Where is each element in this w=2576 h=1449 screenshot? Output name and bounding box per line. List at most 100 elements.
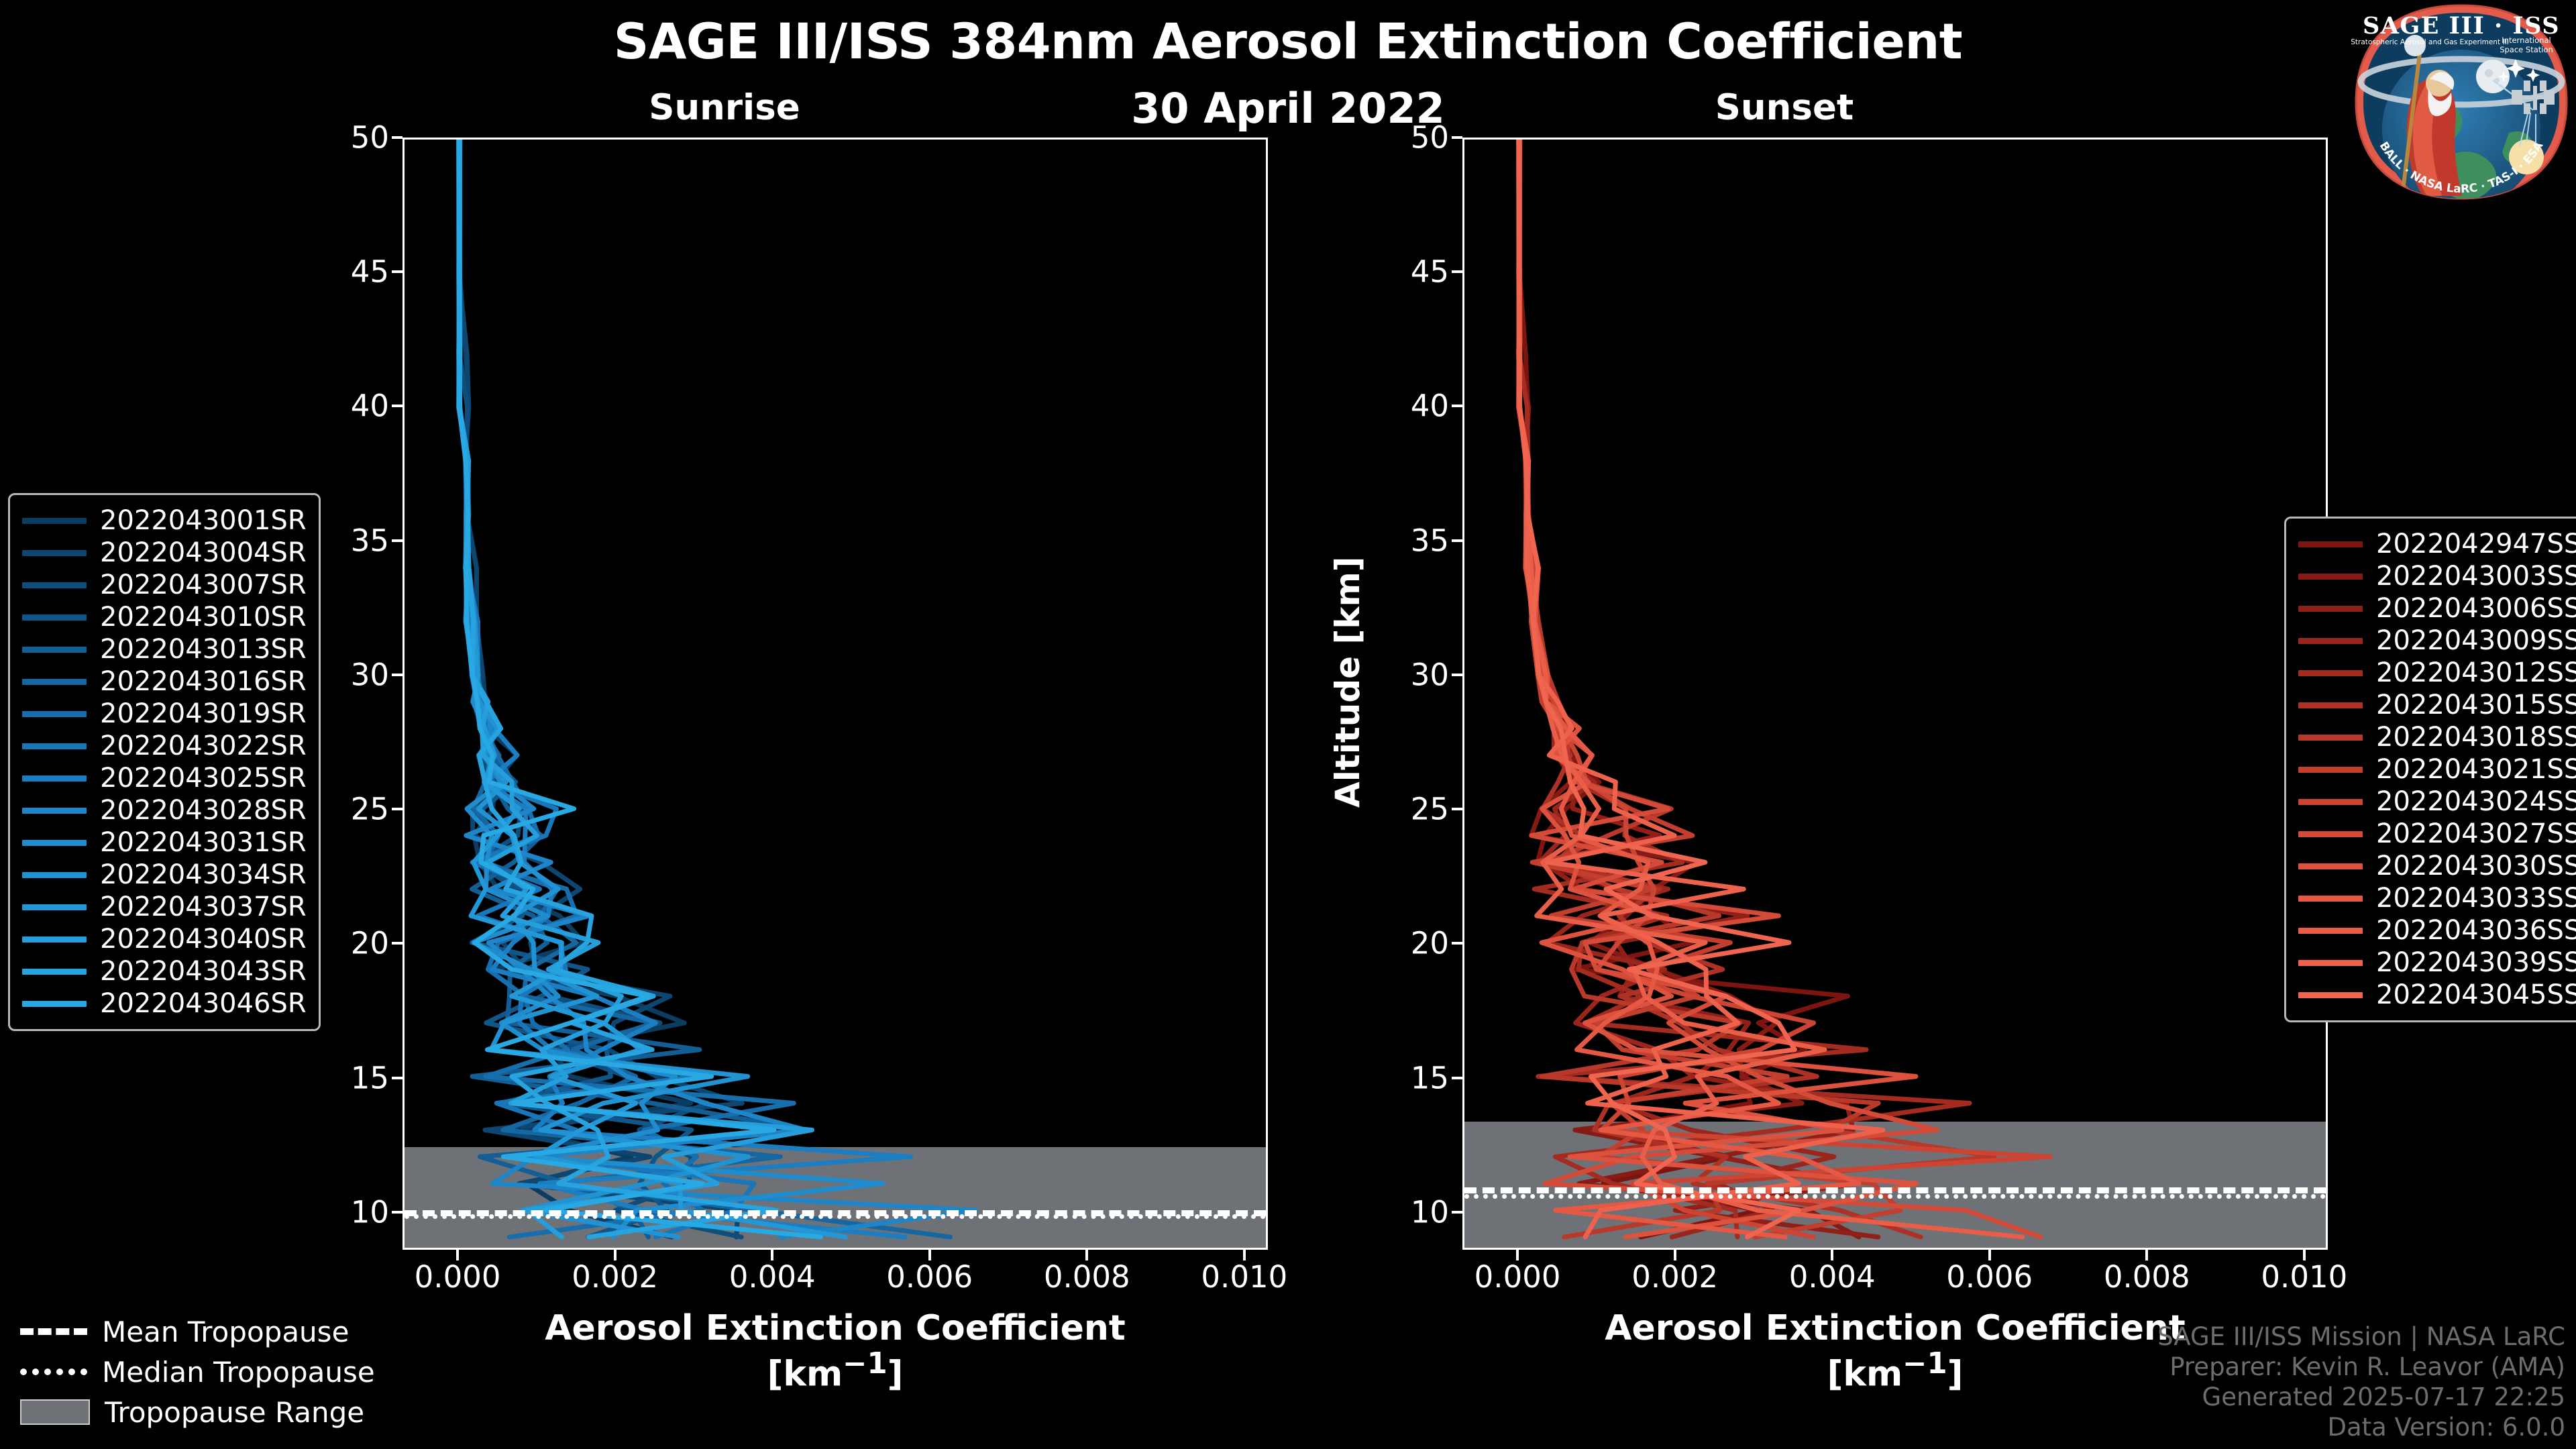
y-tick-mark	[392, 673, 402, 676]
credits-generated: Generated 2025-07-17 22:25	[2202, 1382, 2565, 1411]
legend-item-sunset-event[interactable]: 2022043021SS	[2298, 753, 2576, 786]
legend-item-sunset-event[interactable]: 2022043033SS	[2298, 882, 2576, 914]
y-tick-mark	[1452, 539, 1462, 542]
legend-item-sunrise-event[interactable]: 2022043007SR	[22, 569, 307, 601]
sunset-panel-title: Sunset	[1715, 87, 1854, 128]
x-tick-label: 0.008	[2103, 1259, 2190, 1295]
y-tick-mark	[392, 136, 402, 139]
mean-tropopause-line	[1464, 1187, 2326, 1194]
legend-item-sunrise-event[interactable]: 2022043025SR	[22, 762, 307, 794]
legend-item-sunset-event[interactable]: 2022043015SS	[2298, 689, 2576, 721]
legend-label: 2022043012SS	[2376, 657, 2576, 688]
date-title: 30 April 2022	[1131, 84, 1445, 133]
legend-item-sunset-event[interactable]: 2022043012SS	[2298, 657, 2576, 689]
legend-label: 2022043007SR	[100, 570, 307, 600]
legend-item-sunrise-event[interactable]: 2022043019SR	[22, 698, 307, 730]
x-axis-label-text: Aerosol Extinction Coefficient	[545, 1308, 1126, 1348]
legend-item-sunset-event[interactable]: 2022043036SS	[2298, 914, 2576, 947]
x-tick-mark	[1085, 1250, 1089, 1260]
y-tick-label: 50	[1410, 119, 1449, 156]
x-tick-label: 0.000	[1474, 1259, 1561, 1295]
legend-label: 2022043009SS	[2376, 625, 2576, 656]
patch-subtitle-left: Stratospheric Aerosol and Gas Experiment…	[2351, 38, 2509, 46]
y-tick-label: 40	[1410, 388, 1449, 424]
y-axis-label-sunset: Altitude [km]	[1328, 556, 1367, 808]
legend-item-sunset-event[interactable]: 2022042947SS	[2298, 528, 2576, 560]
legend-item-sunrise-event[interactable]: 2022043034SR	[22, 859, 307, 891]
legend-item-sunrise-event[interactable]: 2022043022SR	[22, 730, 307, 762]
legend-item-sunrise-event[interactable]: 2022043010SR	[22, 601, 307, 633]
legend-label: 2022043003SS	[2376, 561, 2576, 592]
series-line	[460, 140, 808, 1237]
legend-item-sunset-event[interactable]: 2022043006SS	[2298, 592, 2576, 625]
y-tick-label: 25	[1410, 791, 1449, 827]
legend-item-sunrise-event[interactable]: 2022043031SR	[22, 826, 307, 859]
x-tick-mark	[1516, 1250, 1519, 1260]
legend-label: 2022043024SS	[2376, 786, 2576, 817]
legend-item-sunrise-event[interactable]: 2022043001SR	[22, 504, 307, 537]
legend-item-sunrise-event[interactable]: 2022043013SR	[22, 633, 307, 665]
legend-color-swatch	[2298, 766, 2363, 773]
y-tick-mark	[392, 270, 402, 274]
legend-label: 2022043015SS	[2376, 690, 2576, 720]
y-tick-label: 35	[1410, 523, 1449, 559]
legend-item-sunrise-event[interactable]: 2022043046SR	[22, 987, 307, 1020]
plot-area-sunset	[1464, 140, 2326, 1248]
x-tick-mark	[1988, 1250, 1991, 1260]
legend-item-sunset-event[interactable]: 2022043024SS	[2298, 786, 2576, 818]
legend-item-sunrise-event[interactable]: 2022043040SR	[22, 923, 307, 955]
legend-item-sunset-event[interactable]: 2022043003SS	[2298, 560, 2576, 592]
legend-label: 2022043040SR	[100, 924, 307, 955]
x-tick-label: 0.006	[1946, 1259, 2033, 1295]
credits-data-version: Data Version: 6.0.0	[2327, 1412, 2565, 1442]
legend-label: 2022043031SR	[100, 827, 307, 858]
legend-color-swatch	[22, 936, 87, 943]
legend-item-sunset-event[interactable]: 2022043039SS	[2298, 947, 2576, 979]
legend-label: 2022043036SS	[2376, 915, 2576, 946]
legend-label: 2022043016SR	[100, 666, 307, 697]
legend-item-sunset-event[interactable]: 2022043045SS	[2298, 979, 2576, 1011]
legend-color-swatch	[22, 871, 87, 878]
legend-color-swatch	[2298, 605, 2363, 612]
y-tick-label: 25	[350, 791, 389, 827]
legend-item-sunset-event[interactable]: 2022043009SS	[2298, 625, 2576, 657]
x-axis-label-sunset: Aerosol Extinction Coefficient [km−1]	[1462, 1309, 2328, 1394]
legend-item-sunrise-event[interactable]: 2022043004SR	[22, 537, 307, 569]
legend-label: 2022043006SS	[2376, 593, 2576, 624]
legend-item-sunrise-event[interactable]: 2022043028SR	[22, 794, 307, 826]
x-tick-label: 0.000	[414, 1259, 501, 1295]
legend-color-swatch	[2298, 573, 2363, 580]
y-tick-label: 45	[350, 254, 389, 290]
y-tick-mark	[392, 539, 402, 542]
legend-tropopause: Mean Tropopause Median Tropopause Tropop…	[20, 1311, 375, 1432]
x-tick-mark	[1831, 1250, 1834, 1260]
legend-sunrise: 2022043001SR 2022043004SR 2022043007SR 2022…	[8, 493, 321, 1031]
legend-item-sunrise-event[interactable]: 2022043043SR	[22, 955, 307, 987]
y-tick-label: 30	[350, 657, 389, 693]
legend-item-sunset-event[interactable]: 2022043030SS	[2298, 850, 2576, 882]
sunrise-panel-title: Sunrise	[649, 87, 800, 128]
legend-label: 2022043027SS	[2376, 818, 2576, 849]
legend-label: 2022043045SS	[2376, 979, 2576, 1010]
legend-item-sunrise-event[interactable]: 2022043016SR	[22, 665, 307, 698]
legend-color-swatch	[22, 968, 87, 975]
series-lines-sunset	[1464, 140, 2326, 1248]
series-lines-sunrise	[405, 140, 1266, 1248]
legend-label-median-tropopause: Median Tropopause	[102, 1355, 375, 1389]
legend-sunset: 2022042947SS 2022043003SS 2022043006SS 2022…	[2284, 517, 2576, 1022]
x-tick-label: 0.010	[2261, 1259, 2348, 1295]
legend-label: 2022043033SS	[2376, 883, 2576, 914]
legend-color-swatch	[22, 710, 87, 717]
legend-color-swatch	[2298, 991, 2363, 998]
legend-label: 2022043046SR	[100, 988, 307, 1019]
y-tick-label: 10	[1410, 1194, 1449, 1230]
legend-item-sunset-event[interactable]: 2022043018SS	[2298, 721, 2576, 753]
legend-color-swatch	[22, 775, 87, 782]
x-axis-unit: [km−1]	[767, 1347, 904, 1395]
median-tropopause-line	[1464, 1194, 2326, 1199]
legend-label: 2022043022SR	[100, 731, 307, 761]
legend-item-sunrise-event[interactable]: 2022043037SR	[22, 891, 307, 923]
legend-item-sunset-event[interactable]: 2022043027SS	[2298, 818, 2576, 850]
legend-label: 2022043037SR	[100, 892, 307, 922]
legend-label: 2022043030SS	[2376, 851, 2576, 881]
